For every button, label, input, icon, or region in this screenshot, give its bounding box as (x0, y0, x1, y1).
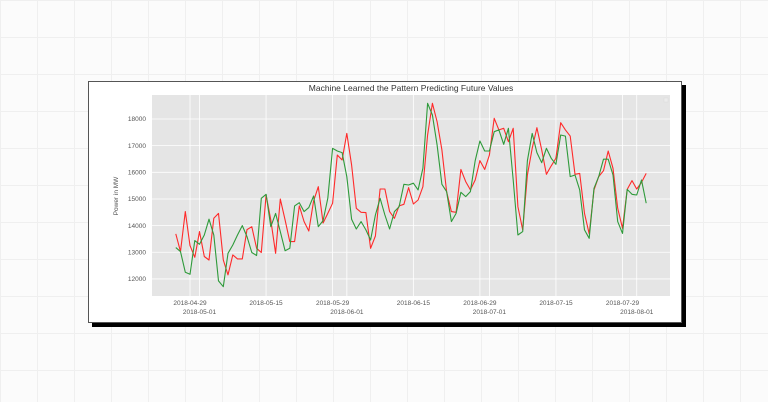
x-tick-label: 2018-04-29 (173, 300, 207, 307)
series-group (175, 102, 647, 288)
y-axis-label: Power in MW (113, 176, 120, 216)
y-tick-label: 14000 (128, 223, 146, 230)
y-tick-label: 17000 (128, 143, 146, 150)
chart-title: Machine Learned the Pattern Predicting F… (309, 83, 513, 93)
x-tick-label: 2018-07-29 (606, 300, 640, 307)
y-tick-label: 12000 (128, 276, 146, 283)
x-tick-label: 2018-08-01 (620, 309, 654, 316)
y-tick-label: 16000 (128, 170, 146, 177)
x-tick-label: 2018-07-01 (473, 309, 507, 316)
x-tick-label: 2018-05-01 (183, 309, 217, 316)
x-tick-label: 2018-06-15 (397, 300, 431, 307)
x-tick-label: 2018-07-15 (539, 300, 573, 307)
series-line-1 (175, 102, 647, 276)
x-tick-label: 2018-06-01 (330, 309, 364, 316)
x-tick-label: 2018-05-29 (316, 300, 350, 307)
y-tick-label: 13000 (128, 249, 146, 256)
legend-box (663, 97, 669, 103)
x-tick-labels: 2018-04-29 2018-05-01 2018-05-15 2018-05-29… (173, 300, 653, 316)
y-tick-label: 15000 (128, 196, 146, 203)
y-tick-labels: 12000 13000 14000 15000 16000 17000 18000 (128, 116, 146, 283)
x-tick-label: 2018-06-29 (463, 300, 497, 307)
y-tick-label: 18000 (128, 116, 146, 123)
series-line-2 (175, 102, 647, 288)
x-tick-label: 2018-05-15 (249, 300, 283, 307)
